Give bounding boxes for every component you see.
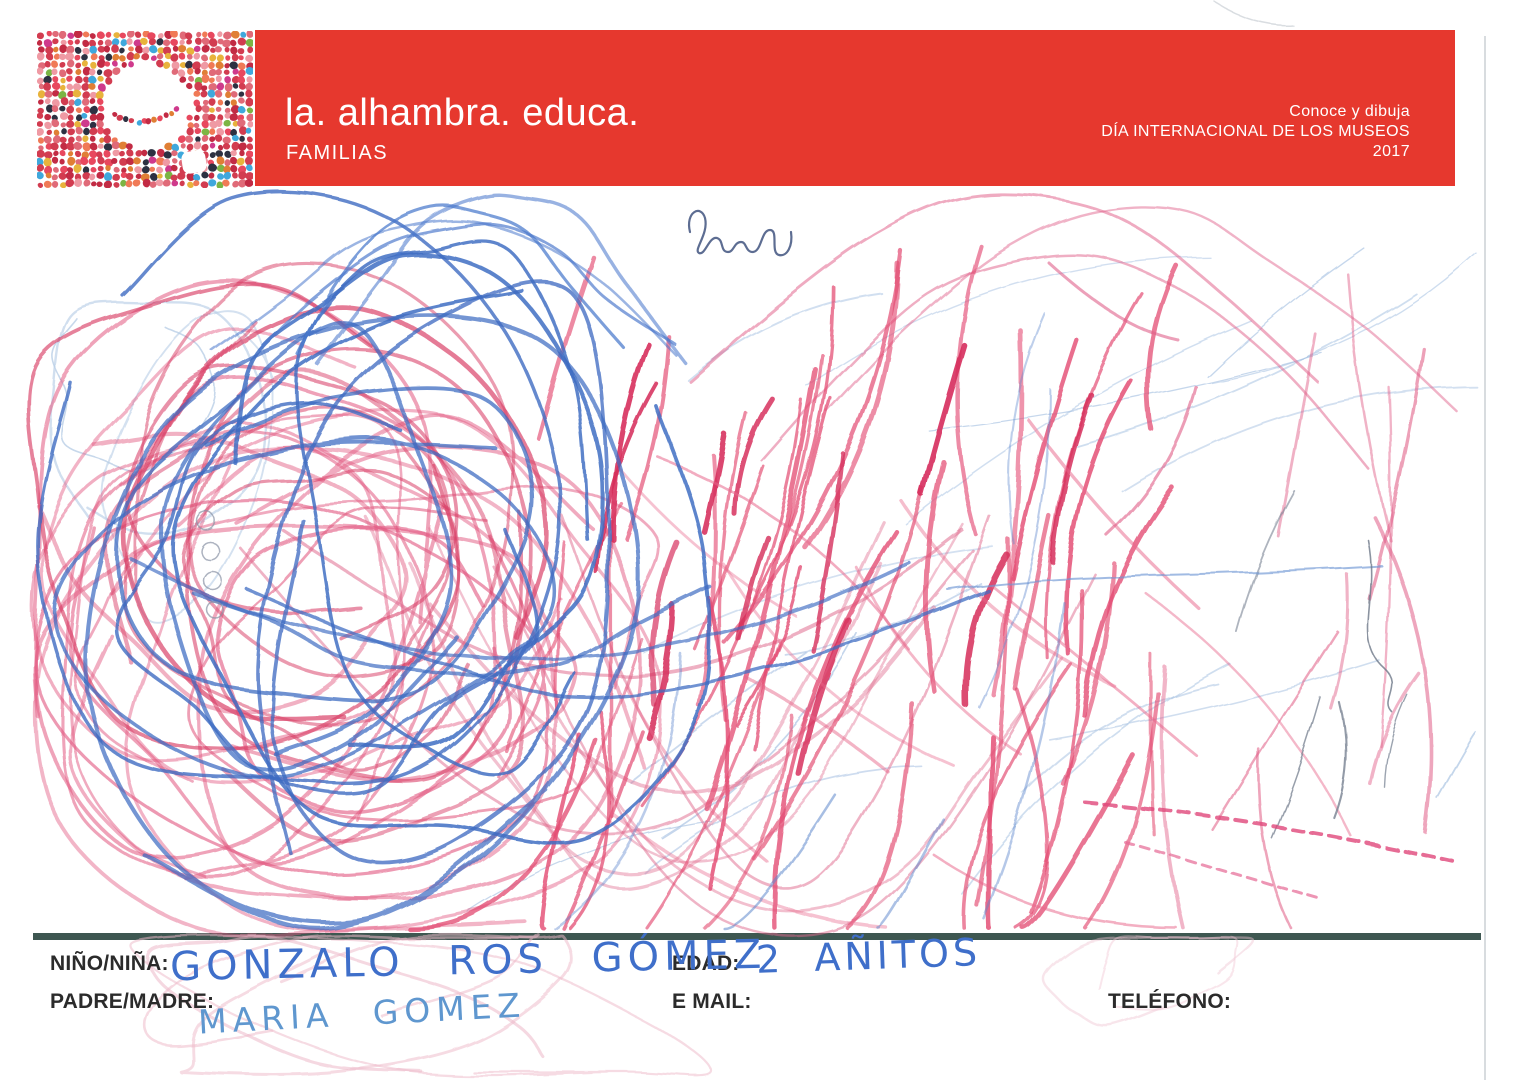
gray-pen-squiggle-right (1367, 539, 1394, 713)
pink-arcs-topright (688, 192, 1458, 471)
pen-signature-mark (687, 209, 793, 257)
pink-loops-inner (26, 261, 550, 843)
gray-corner-mark (1214, 1, 1293, 26)
logo-period-dot (181, 150, 207, 174)
blue-strays (553, 312, 1066, 930)
pink-loops-outer (31, 279, 663, 938)
logo-e-bar (112, 106, 180, 126)
pink-dash-bottom-right-2 (1123, 840, 1324, 902)
field-label-padre-madre: PADRE/MADRE: (50, 990, 215, 1013)
event-title-block: Conoce y dibuja DÍA INTERNACIONAL DE LOS… (1101, 102, 1410, 162)
blue-arcs-top (211, 193, 687, 366)
pink-dash-bottom-right-1 (1083, 800, 1460, 864)
lightblue-lines (467, 247, 1477, 913)
blue-loops (35, 190, 712, 931)
event-line-1: Conoce y dibuja (1289, 103, 1410, 120)
pink-right-sparse (1105, 272, 1434, 930)
alhambra-educa-logo (35, 29, 255, 189)
blue-horizontal-right (947, 565, 1383, 591)
pink-u-arcs (239, 514, 1096, 937)
lightblue-arcs-topleft (49, 301, 275, 623)
logo-mosaic-e-glyph (35, 29, 255, 189)
pink-arc-below-banner (1046, 260, 1180, 342)
pink-hatch-mid (406, 243, 1180, 931)
field-label-nino-nina: NIÑO/NIÑA: (50, 952, 169, 975)
pink-hatch-dark (595, 342, 1094, 777)
event-line-2: DÍA INTERNACIONAL DE LOS MUSEOS (1101, 123, 1410, 140)
brand-subtitle: FAMILIAS (286, 142, 389, 164)
handwritten-age: 2 AÑITOS (755, 930, 982, 982)
field-label-telefono: TELÉFONO: (1108, 990, 1232, 1013)
handwritten-parent-name: MARIA GOMEZ (197, 985, 528, 1042)
brand-title: la. alhambra. educa. (285, 92, 640, 134)
pink-hatch-cross (608, 418, 1352, 930)
handwritten-child-name: GONZALO ROS GÓMEZ (169, 931, 767, 991)
blue-u-wide (129, 557, 990, 699)
event-line-3: 2017 (1372, 143, 1410, 160)
gray-pen-right (1236, 490, 1408, 839)
logo-e-counter (107, 66, 187, 146)
field-label-email: E MAIL: (672, 990, 752, 1013)
mosaic-tiles (35, 29, 255, 189)
header-banner: la. alhambra. educa. FAMILIAS Conoce y d… (255, 30, 1455, 186)
gray-circle-chain (196, 511, 224, 619)
scan-edge-line (1484, 36, 1486, 1080)
